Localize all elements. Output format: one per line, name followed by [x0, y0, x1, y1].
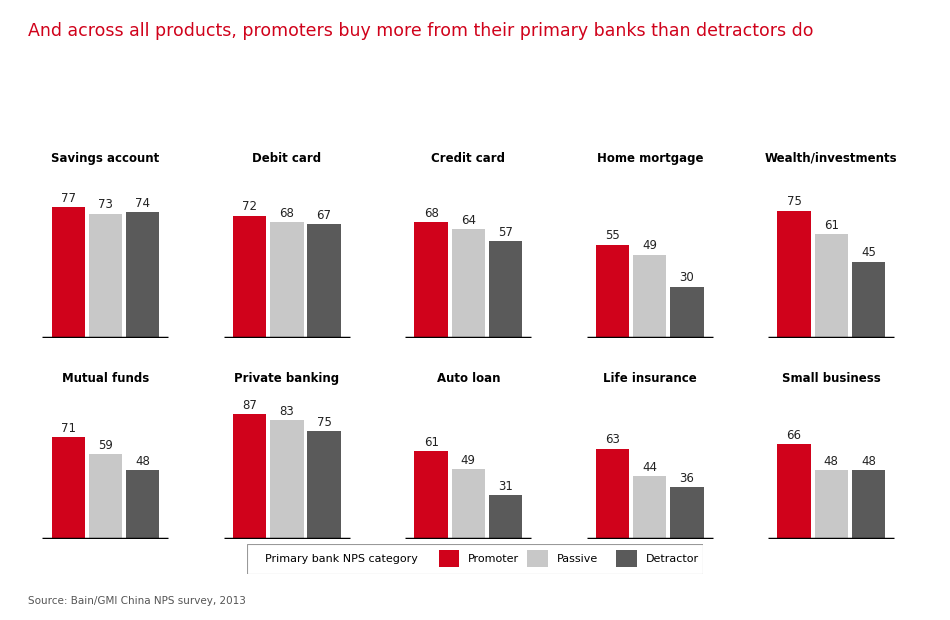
Bar [270, 223, 304, 338]
Text: And across all products, promoters buy more from their primary banks than detrac: And across all products, promoters buy m… [28, 22, 814, 40]
Text: Auto loan: Auto loan [437, 372, 500, 385]
Text: Primary bank NPS category: Primary bank NPS category [265, 554, 418, 564]
Text: 87: 87 [242, 399, 257, 412]
Text: Life insurance: Life insurance [603, 372, 696, 385]
Bar [670, 487, 704, 539]
Text: 57: 57 [498, 226, 513, 239]
Text: Small business: Small business [782, 372, 881, 385]
Bar [488, 495, 522, 539]
Text: 77: 77 [61, 192, 76, 205]
Text: 48: 48 [861, 455, 876, 468]
FancyBboxPatch shape [617, 551, 637, 567]
Bar [451, 229, 485, 338]
Bar [633, 255, 667, 338]
Text: 49: 49 [642, 239, 657, 252]
FancyBboxPatch shape [527, 551, 548, 567]
Bar [88, 454, 123, 539]
Text: 45: 45 [861, 246, 876, 259]
Text: 48: 48 [135, 455, 150, 468]
Text: Debit card: Debit card [253, 151, 321, 164]
Text: 49: 49 [461, 454, 476, 467]
Bar [814, 234, 848, 338]
Text: Source: Bain/GMI China NPS survey, 2013: Source: Bain/GMI China NPS survey, 2013 [28, 596, 246, 606]
Text: Promoter: Promoter [468, 554, 520, 564]
Text: Private banking: Private banking [235, 372, 339, 385]
Bar [488, 241, 522, 338]
Text: Detractor: Detractor [646, 554, 699, 564]
Text: Mutual funds: Mutual funds [62, 372, 149, 385]
Bar [125, 212, 160, 338]
Text: 48: 48 [824, 455, 839, 468]
Text: Wealth/investments: Wealth/investments [765, 151, 898, 164]
Text: 72: 72 [242, 200, 257, 213]
Bar [51, 207, 85, 338]
Bar [851, 262, 885, 338]
Bar [777, 211, 810, 338]
Bar [307, 224, 341, 338]
Text: Credit card: Credit card [431, 151, 505, 164]
Text: 64: 64 [461, 214, 476, 227]
Bar [51, 437, 85, 539]
Bar [633, 476, 667, 539]
Text: Percentage of products purchased at respondents’ primary banks (China, 2013): Percentage of products purchased at resp… [196, 92, 759, 105]
Bar [414, 451, 447, 539]
Text: 61: 61 [824, 219, 839, 232]
Text: 83: 83 [279, 404, 294, 417]
Bar [851, 470, 885, 539]
Text: Savings account: Savings account [51, 151, 160, 164]
Bar [670, 287, 704, 338]
Text: 59: 59 [98, 439, 113, 452]
Bar [270, 420, 304, 539]
Bar [125, 470, 160, 539]
Bar [451, 469, 485, 539]
Text: 30: 30 [679, 272, 694, 285]
Text: Passive: Passive [557, 554, 598, 564]
FancyBboxPatch shape [439, 551, 459, 567]
Text: 63: 63 [605, 433, 620, 446]
Text: 66: 66 [787, 429, 802, 442]
Text: 68: 68 [424, 207, 439, 220]
FancyBboxPatch shape [247, 544, 703, 574]
Bar [88, 214, 123, 338]
Bar [233, 216, 266, 338]
Text: 67: 67 [316, 209, 332, 221]
Text: Home mortgage: Home mortgage [597, 151, 703, 164]
Text: 75: 75 [787, 195, 802, 208]
Text: 74: 74 [135, 197, 150, 210]
Bar [814, 470, 848, 539]
Bar [596, 244, 629, 338]
Text: 31: 31 [498, 479, 513, 492]
Bar [307, 432, 341, 539]
Bar [233, 414, 266, 539]
Text: 61: 61 [424, 436, 439, 450]
Text: 36: 36 [679, 472, 694, 485]
Bar [414, 223, 447, 338]
Text: 55: 55 [605, 229, 620, 242]
Text: 75: 75 [316, 416, 332, 429]
Text: 73: 73 [98, 198, 113, 211]
Text: 68: 68 [279, 207, 294, 220]
Bar [777, 444, 810, 539]
Bar [596, 448, 629, 539]
Text: 71: 71 [61, 422, 76, 435]
Text: 44: 44 [642, 461, 657, 474]
